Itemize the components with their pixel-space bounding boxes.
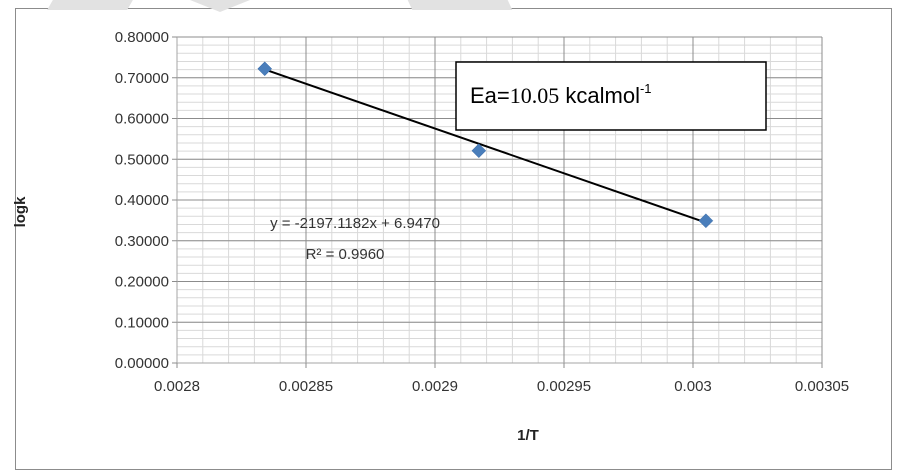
y-tick-label: 0.20000 (115, 274, 169, 291)
x-tick-label: 0.0028 (154, 378, 200, 395)
data-point-marker (257, 61, 273, 77)
x-tick-label: 0.00305 (795, 378, 849, 395)
y-tick-label: 0.10000 (115, 314, 169, 331)
x-axis-title: 1/T (517, 427, 539, 444)
x-tick-labels: 0.0028 0.00285 0.0029 0.00295 0.003 0.00305 (154, 363, 849, 395)
x-tick-label: 0.0029 (412, 378, 458, 395)
y-tick-label: 0.40000 (115, 192, 169, 209)
ea-main-text: Ea= (470, 83, 510, 108)
x-tick-label: 0.00295 (537, 378, 591, 395)
y-axis-title: logk (12, 196, 29, 227)
y-tick-label: 0.00000 (115, 355, 169, 372)
x-tick-label: 0.00285 (279, 378, 333, 395)
y-tick-labels: 0.00000 0.10000 0.20000 0.30000 0.40000 0.500… (115, 29, 177, 372)
x-tick-label: 0.003 (674, 378, 712, 395)
y-tick-label: 0.30000 (115, 233, 169, 250)
ea-annotation-box (455, 61, 767, 131)
r-squared-label: R² = 0.9960 (306, 246, 385, 263)
y-tick-label: 0.50000 (115, 151, 169, 168)
ea-unit: kcalmol (559, 83, 640, 108)
trendline-equation: y = -2197.1182x + 6.9470 (270, 215, 440, 232)
y-tick-label: 0.60000 (115, 111, 169, 128)
ea-value: 10.05 (510, 83, 560, 108)
data-point-marker (471, 143, 487, 159)
linear-trendline (264, 68, 707, 224)
data-point-marker (698, 213, 714, 229)
y-tick-label: 0.70000 (115, 70, 169, 87)
ea-superscript: -1 (640, 81, 652, 96)
y-tick-label: 0.80000 (115, 29, 169, 46)
ea-annotation: Ea=10.05 kcalmol-1 (470, 81, 652, 108)
data-points (257, 61, 714, 229)
